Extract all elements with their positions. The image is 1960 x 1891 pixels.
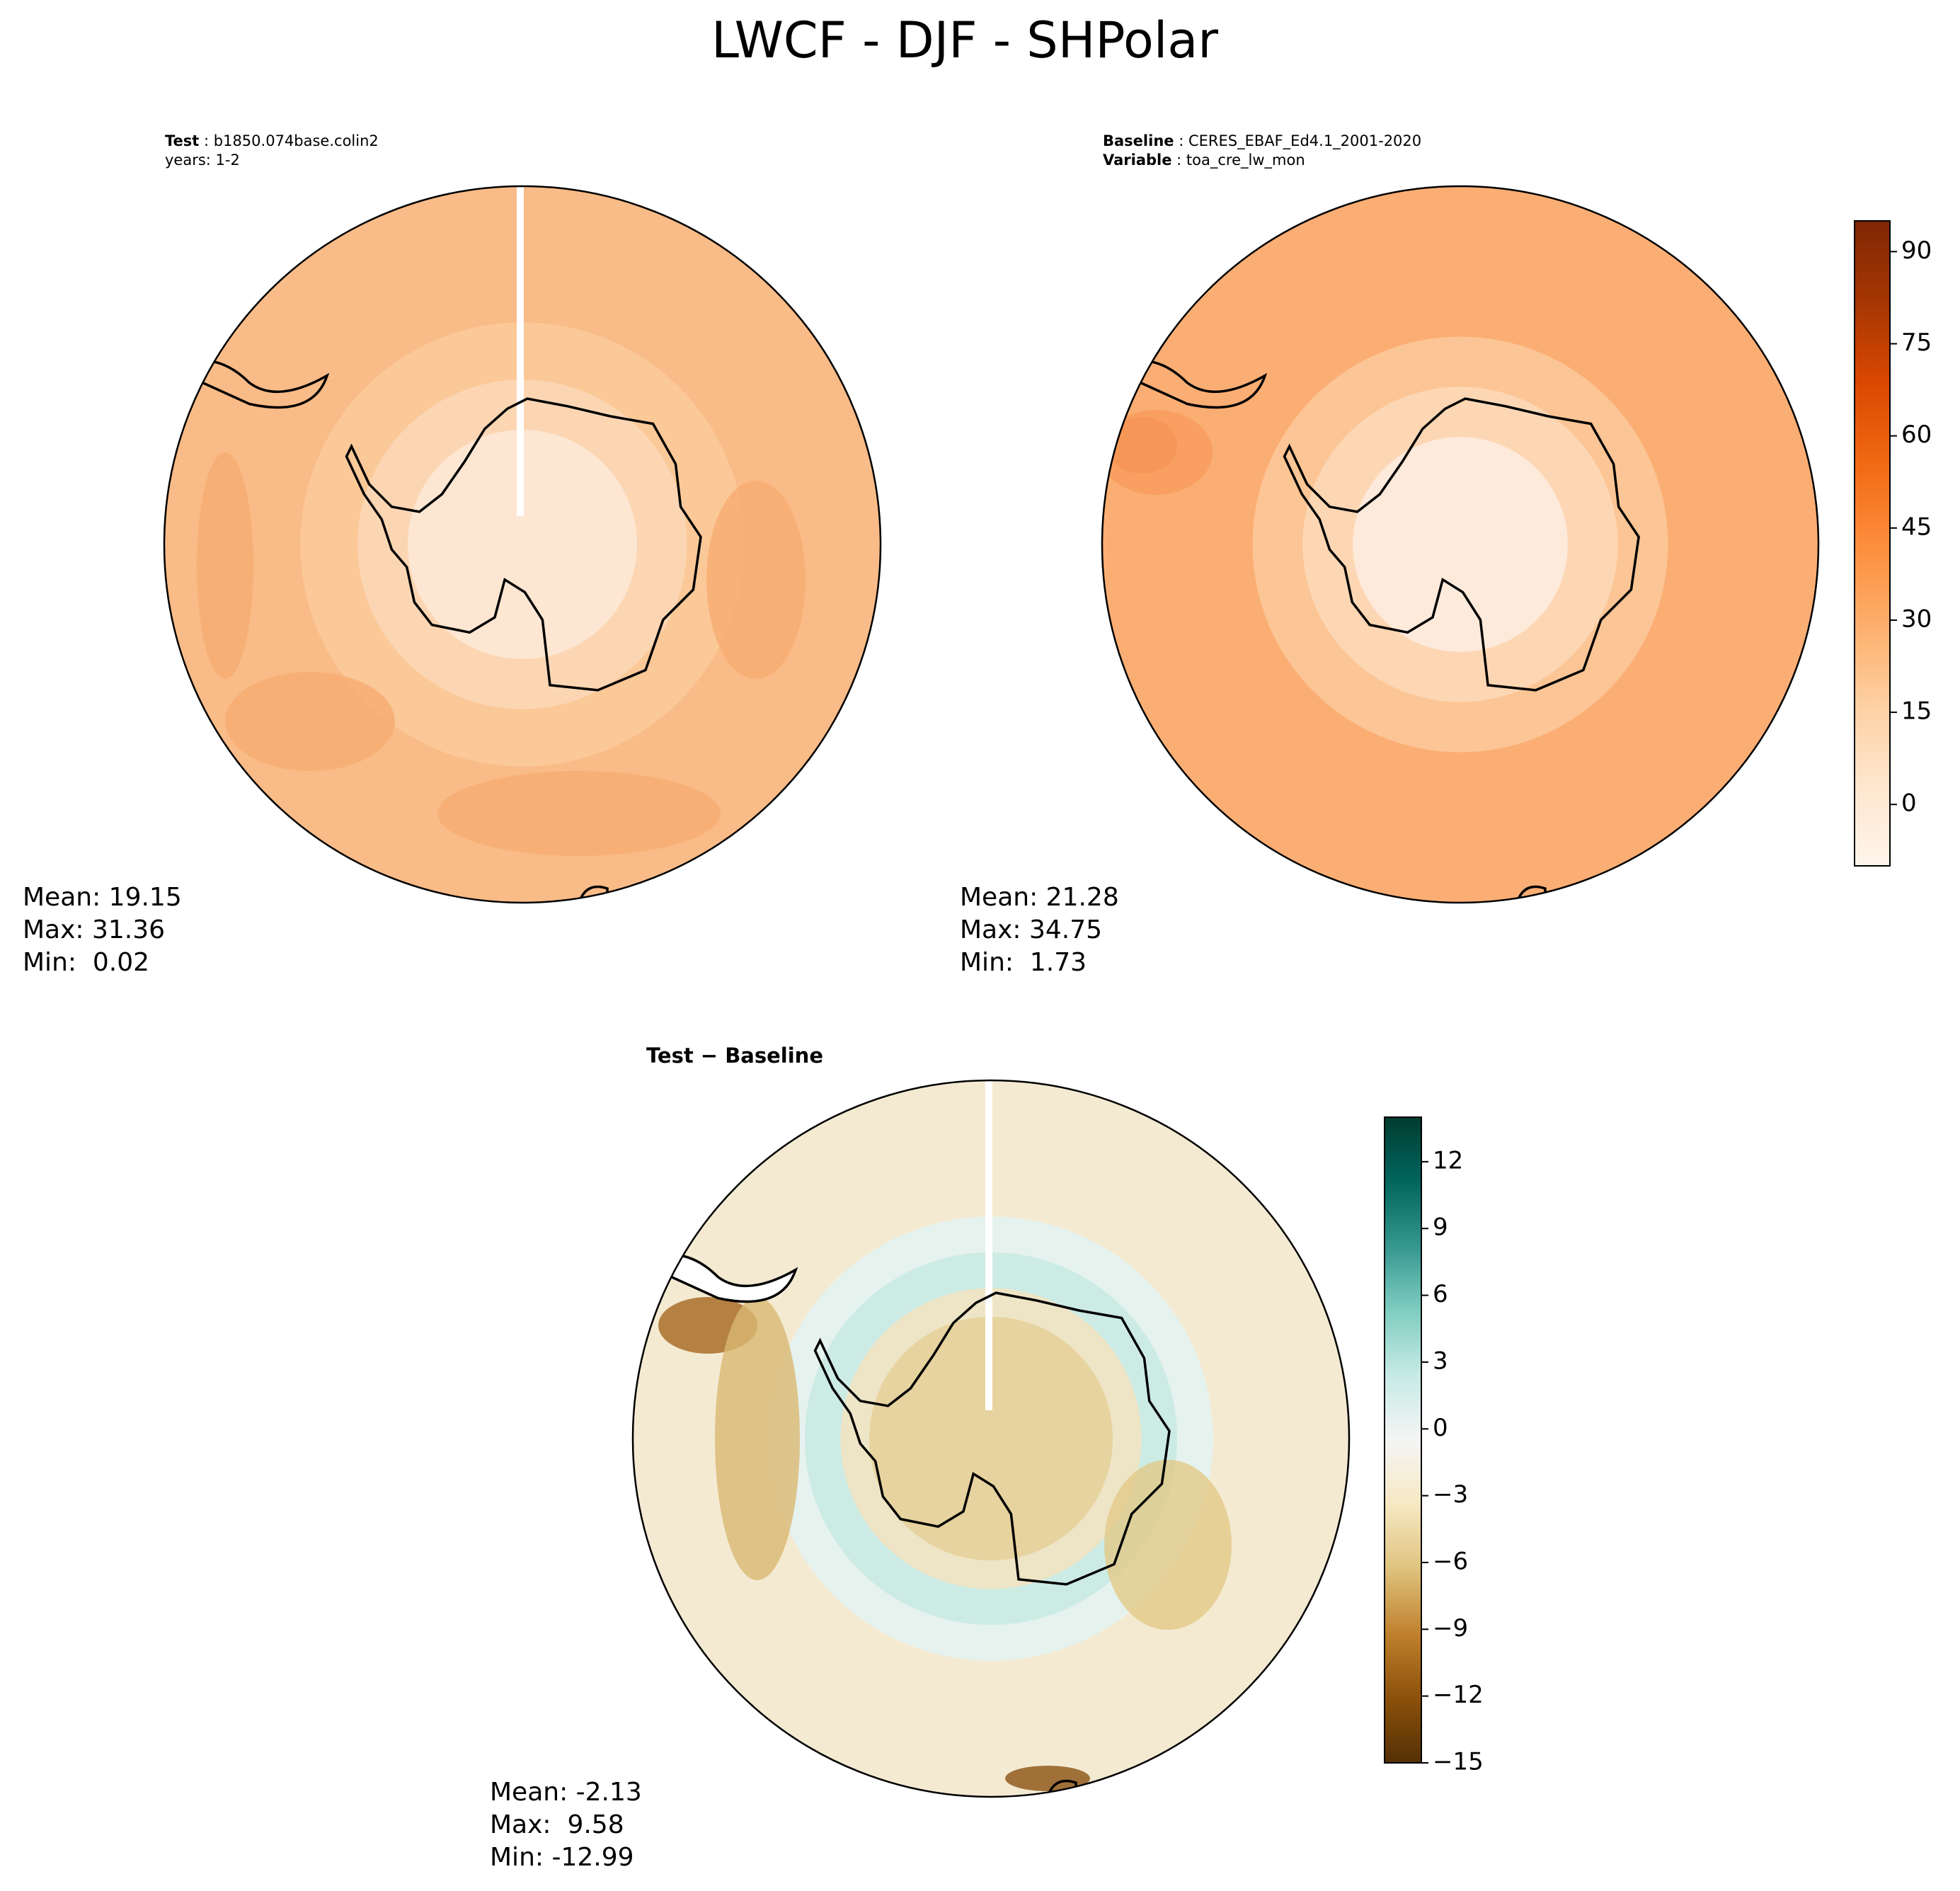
colorbar-tick-label: −15 [1433,1748,1484,1776]
header-text: : b1850.074base.colin2 [199,132,378,149]
header-text: Test − Baseline [646,1044,823,1068]
map-contour [1353,437,1568,652]
map-panel: Baseline : CERES_EBAF_Ed4.1_2001-2020Var… [960,132,1820,977]
panel-stat: Max: 9.58 [490,1810,624,1839]
map-contour [408,430,637,659]
map-boundary [163,185,882,904]
figure-title: LWCF - DJF - SHPolar [711,11,1218,69]
colorbar-tick-label: 12 [1433,1146,1463,1175]
coastline [1283,397,1640,692]
header-text: : toa_cre_lw_mon [1171,152,1305,169]
map-boundary [631,1079,1351,1798]
map-boundary [1101,185,1820,904]
map-panel: Test − Baseline Mean: -2.13 Max: 9.58 Min: … [490,1044,1351,1872]
panel-header: Baseline : CERES_EBAF_Ed4.1_2001-2020 [1103,132,1421,150]
header-text: Test [165,132,199,149]
panel-stat: Mean: -2.13 [490,1778,642,1807]
panel-header: Test − Baseline [646,1044,823,1068]
map-contour [197,452,253,679]
colorbar-tick-label: 0 [1433,1414,1448,1442]
panel-stat: Max: 31.36 [23,915,165,944]
map-contour [1005,1766,1090,1791]
header-text: years: 1-2 [165,152,240,168]
missing-data [517,186,524,516]
panel-stat: Min: 0.02 [23,948,149,977]
panel-header: Variable : toa_cre_lw_mon [1103,152,1305,169]
missing-data [985,1080,992,1410]
colorbar-tick-label: 45 [1901,513,1932,541]
map-contour [869,1316,1113,1561]
colorbar-fill [1384,1116,1422,1764]
panel-header: Test : b1850.074base.colin2 [165,132,379,149]
panel-stat: Min: 1.73 [960,948,1087,977]
panel-stat: Mean: 21.28 [960,883,1119,912]
colorbar-tick-label: 9 [1433,1213,1448,1242]
panel-header: years: 1-2 [165,152,240,168]
map-contour [715,1297,800,1580]
header-text: Variable [1103,152,1171,168]
panel-stat: Max: 34.75 [960,915,1102,944]
colorbar-tick-label: 0 [1901,789,1917,818]
colorbar-tick-label: 75 [1901,329,1932,357]
map-field [633,1080,1349,1797]
colorbar: −15 −12 −9 −6 −3 0 3 6 9 12 [1384,1116,1484,1776]
colorbar-tick-label: 30 [1901,605,1932,633]
colorbar-tick-label: 60 [1901,421,1932,449]
colorbar-tick-label: −6 [1433,1547,1468,1575]
map-contour [1102,410,1213,495]
panel-stat: Mean: 19.15 [23,883,182,912]
coastline [345,397,702,692]
colorbar-tick-label: 3 [1433,1347,1448,1375]
header-text: : CERES_EBAF_Ed4.1_2001-2020 [1174,132,1422,150]
map-panel: Test : b1850.074base.colin2 years: 1-2 Mea… [23,132,882,977]
colorbar-tick-label: 6 [1433,1280,1448,1308]
colorbar-tick-label: 90 [1901,236,1932,265]
map-field [1102,186,1818,903]
map-contour [437,771,721,856]
colorbar-tick-label: 15 [1901,697,1932,726]
map-contour [706,481,806,679]
colorbar-tick-label: −12 [1433,1681,1484,1709]
colorbar-tick-label: −9 [1433,1614,1468,1643]
colorbar: 0 15 30 45 60 75 90 [1854,220,1932,867]
panel-stat: Min: -12.99 [490,1843,634,1872]
map-field [164,186,881,903]
colorbar-fill [1854,220,1891,867]
header-text: Baseline [1103,132,1174,149]
map-contour [1104,1460,1232,1630]
map-contour [225,672,395,771]
colorbar-tick-label: −3 [1433,1480,1468,1509]
coastline [813,1291,1171,1586]
